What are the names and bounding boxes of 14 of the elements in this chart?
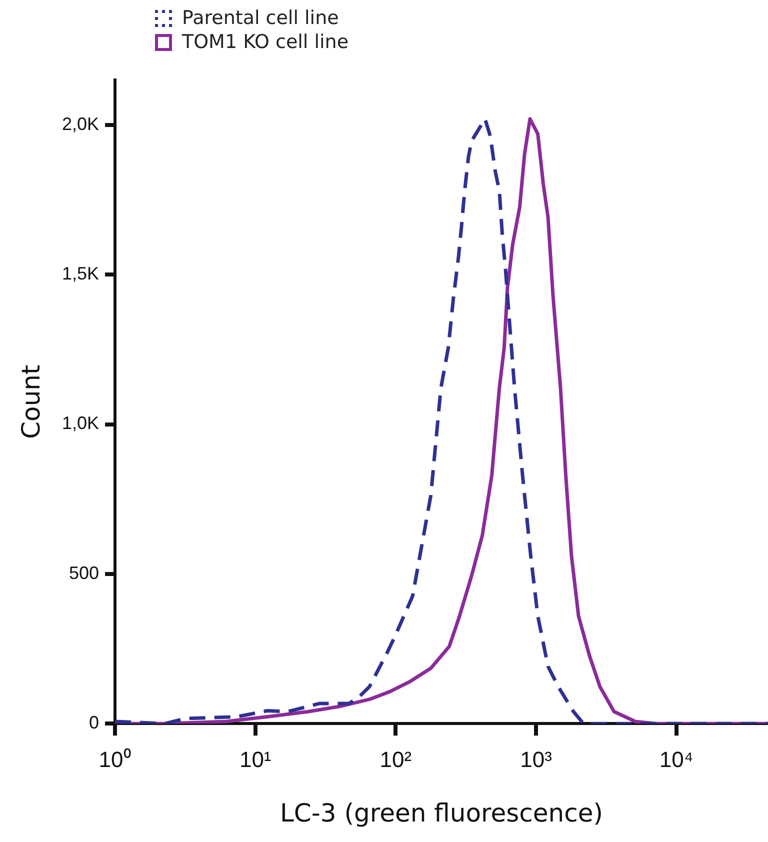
y-tick-label: 0 — [89, 712, 100, 733]
x-axis-title: LC-3 (green fluorescence) — [280, 798, 604, 828]
y-tick-label: 500 — [68, 562, 100, 583]
x-tick-label: 10³ — [520, 746, 552, 772]
y-tick-label: 1,5K — [62, 264, 100, 284]
legend-label: TOM1 KO cell line — [182, 31, 349, 53]
x-tick-label: 10⁴ — [659, 746, 694, 772]
y-tick-label: 1,0K — [62, 413, 100, 434]
legend-label: Parental cell line — [182, 7, 339, 29]
y-axis-title: Count — [16, 364, 46, 439]
x-tick-label: 10² — [380, 746, 412, 772]
y-tick-label: 2,0K — [62, 114, 100, 134]
x-tick-label: 10⁰ — [98, 746, 132, 772]
x-tick-label: 10¹ — [239, 746, 272, 772]
